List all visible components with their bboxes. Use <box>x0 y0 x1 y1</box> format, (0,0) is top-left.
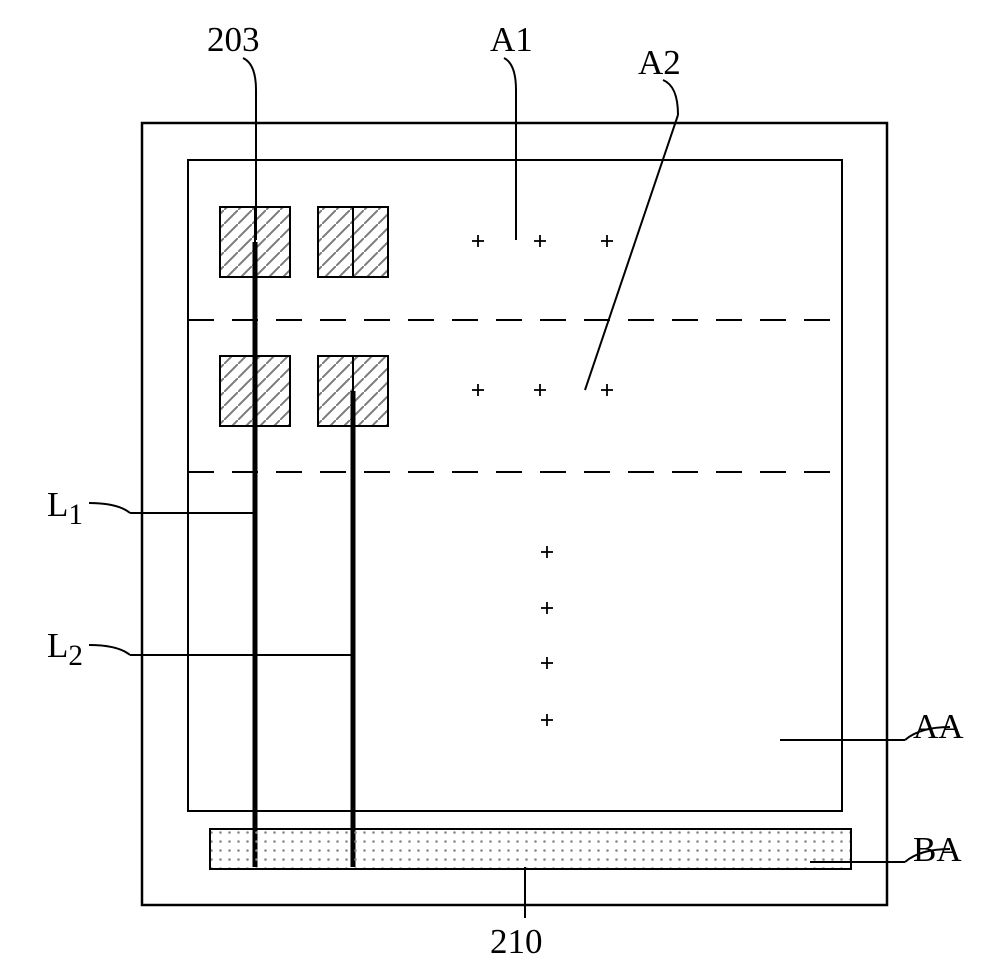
diagram-svg <box>0 0 1000 970</box>
label-A2: A2 <box>638 43 681 83</box>
label-BA: BA <box>913 830 962 870</box>
label-210: 210 <box>490 922 543 962</box>
label-AA: AA <box>913 707 964 747</box>
label-A1: A1 <box>490 20 533 60</box>
diagram-canvas: 203 A1 A2 L1 L2 AA BA 210 <box>0 0 1000 970</box>
label-L2: L2 <box>47 626 83 673</box>
label-L1: L1 <box>47 485 83 532</box>
label-203: 203 <box>207 20 260 60</box>
